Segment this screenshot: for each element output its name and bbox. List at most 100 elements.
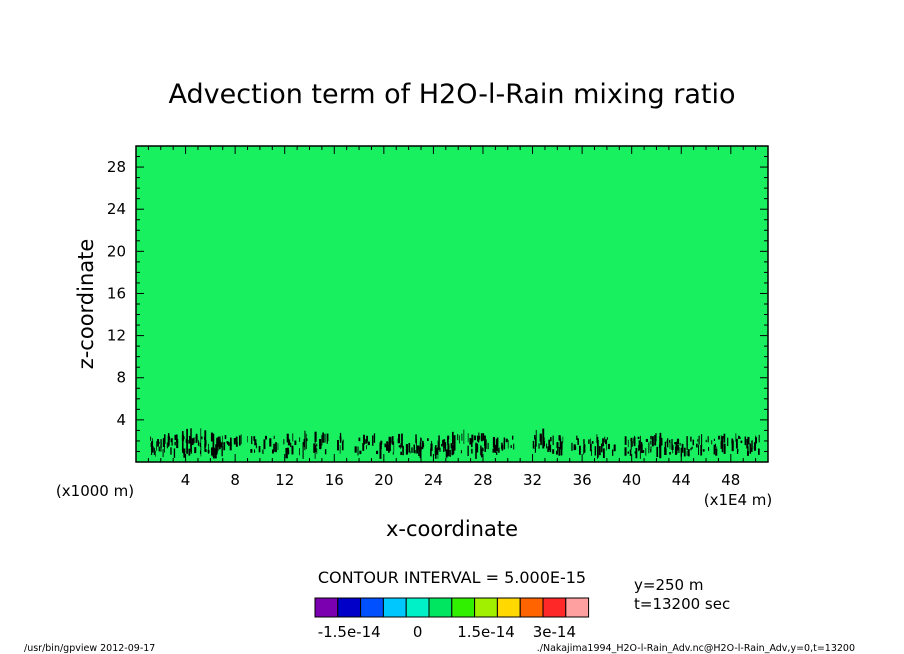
noise-speck (534, 435, 536, 440)
noise-speck (659, 432, 662, 443)
noise-speck (174, 441, 176, 446)
noise-speck (341, 441, 344, 451)
noise-speck (235, 442, 238, 447)
noise-speck (199, 442, 201, 447)
noise-speck (674, 442, 677, 445)
noise-speck (597, 439, 599, 458)
noise-speck (469, 438, 472, 445)
noise-speck (152, 438, 153, 444)
noise-speck (604, 439, 608, 445)
colorbar-tick-label: 1.5e-14 (457, 623, 515, 641)
noise-speck (457, 434, 459, 441)
noise-speck (503, 440, 505, 450)
noise-speck (613, 444, 616, 452)
noise-speck (254, 449, 256, 453)
noise-speck (416, 445, 419, 450)
noise-speck (634, 451, 636, 454)
colorbar-cell (519, 597, 544, 618)
noise-speck (358, 437, 361, 442)
noise-speck (633, 442, 636, 447)
noise-speck (339, 445, 341, 454)
y-tick-labels: 4 8 12 16 20 24 28 (107, 158, 126, 429)
noise-speck (631, 441, 633, 447)
noise-speck (157, 439, 159, 447)
noise-speck (723, 443, 726, 454)
noise-speck (720, 435, 722, 446)
noise-speck (751, 440, 753, 450)
noise-speck (607, 443, 610, 450)
noise-speck (658, 444, 662, 449)
noise-speck (560, 440, 562, 444)
noise-speck (679, 442, 681, 446)
noise-speck (200, 446, 202, 457)
noise-speck (612, 449, 614, 456)
noise-speck (339, 436, 342, 439)
noise-speck (287, 438, 290, 446)
noise-speck (444, 442, 447, 452)
noise-speck (460, 450, 462, 454)
y-axis-label: z-coordinate (74, 239, 98, 370)
noise-speck (413, 444, 415, 450)
noise-speck (401, 442, 403, 448)
noise-speck (199, 450, 202, 454)
noise-speck (656, 446, 659, 458)
noise-speck (705, 439, 707, 443)
noise-speck (411, 447, 413, 453)
noise-speck (362, 443, 365, 451)
noise-speck (654, 434, 657, 446)
noise-speck (414, 449, 416, 454)
colorbar-cell (474, 597, 498, 618)
noise-speck (718, 435, 720, 440)
noise-speck (229, 437, 232, 447)
noise-speck (505, 438, 508, 443)
noise-speck (696, 443, 698, 448)
noise-speck (700, 445, 703, 456)
noise-speck (314, 441, 316, 459)
noise-speck (721, 436, 724, 453)
noise-speck (170, 438, 172, 443)
noise-speck (162, 438, 165, 448)
noise-speck (366, 435, 368, 442)
noise-speck (443, 439, 446, 449)
noise-speck (594, 446, 597, 456)
noise-speck (561, 441, 563, 450)
noise-speck (680, 447, 683, 457)
noise-speck (430, 448, 432, 457)
noise-speck (648, 443, 650, 454)
noise-speck (687, 449, 690, 457)
colorbar-cell (360, 597, 384, 618)
noise-speck (577, 438, 579, 445)
annotation-t: t=13200 sec (634, 595, 730, 613)
noise-speck (604, 436, 606, 443)
noise-speck (467, 445, 469, 457)
noise-speck (174, 434, 177, 441)
noise-speck (638, 440, 640, 451)
noise-speck (645, 447, 647, 456)
noise-speck (443, 448, 445, 451)
noise-speck (713, 444, 716, 455)
colorbar-cell (314, 597, 339, 618)
noise-speck (477, 435, 479, 443)
noise-speck (482, 433, 485, 441)
noise-speck (316, 443, 318, 447)
noise-speck (744, 436, 747, 446)
noise-speck (167, 445, 168, 449)
noise-speck (702, 449, 705, 452)
noise-speck (197, 439, 199, 446)
noise-speck (539, 433, 542, 442)
noise-speck (638, 445, 639, 452)
noise-speck (453, 435, 456, 451)
noise-speck (170, 447, 172, 455)
x-tick-label: 20 (374, 471, 393, 489)
noise-speck (550, 436, 552, 442)
y-tick-label: 28 (107, 158, 126, 176)
colorbar-tick-labels: -1.5e-14 0 1.5e-14 3e-14 (318, 623, 576, 641)
noise-speck (697, 439, 699, 442)
noise-speck (195, 437, 197, 443)
noise-speck (150, 436, 152, 441)
noise-speck (552, 435, 554, 446)
noise-speck (158, 446, 160, 452)
noise-speck (155, 441, 157, 451)
noise-speck (193, 437, 195, 444)
noise-speck (439, 447, 441, 452)
